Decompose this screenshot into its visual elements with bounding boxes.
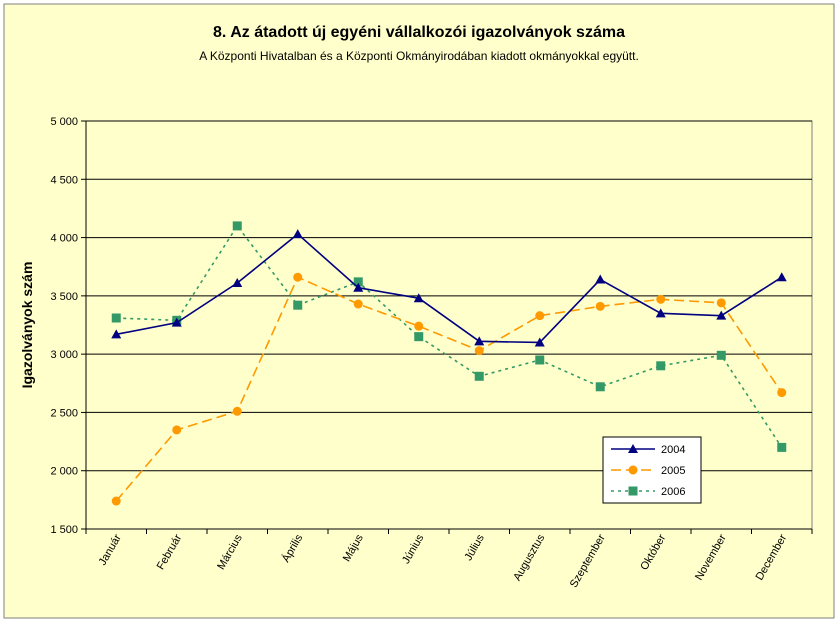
data-point-2006 — [595, 382, 605, 392]
data-point-2004 — [171, 317, 182, 327]
data-point-2006 — [293, 300, 303, 310]
series-line-2006 — [116, 224, 783, 448]
legend-marker — [628, 465, 638, 475]
data-point-2005 — [414, 321, 424, 331]
data-point-2005 — [293, 272, 303, 282]
y-tick-label: 4 000 — [50, 233, 78, 245]
data-point-2006 — [353, 277, 363, 287]
data-point-2006 — [474, 371, 484, 381]
y-axis-label: Igazolványok szám — [19, 262, 35, 389]
legend-label: 2005 — [661, 465, 685, 477]
legend: 2004 2005 2006 — [602, 436, 702, 504]
series-line-2005 — [115, 276, 783, 502]
data-point-2005 — [232, 406, 242, 416]
y-tick-label: 1 500 — [50, 524, 78, 536]
axes — [85, 121, 813, 534]
legend-marker — [628, 486, 638, 496]
data-point-2006 — [777, 442, 787, 452]
data-point-2004 — [534, 337, 545, 347]
series-2004 — [111, 229, 787, 347]
data-point-2006 — [656, 361, 666, 371]
data-point-2004 — [655, 308, 666, 318]
series — [111, 221, 787, 506]
y-tick-label: 2 500 — [50, 407, 78, 419]
data-point-2005 — [111, 496, 121, 506]
data-point-2005 — [535, 311, 545, 321]
legend-item-2004: 2004 — [611, 444, 685, 456]
plot-area — [85, 120, 813, 530]
y-tick-labels: 1 500 2 000 2 500 3 000 3 500 4 000 4 500 5 000 — [50, 116, 78, 536]
data-point-2005 — [716, 298, 726, 308]
y-tick-label: 5 000 — [50, 116, 78, 128]
legend-label: 2006 — [661, 486, 685, 498]
chart-subtitle: A Központi Hivatalban és a Központi Okmá… — [199, 49, 639, 63]
legend-marker — [628, 444, 638, 453]
series-2005 — [111, 272, 787, 506]
data-point-2005 — [777, 388, 787, 398]
series-line-2004 — [116, 233, 783, 344]
data-point-2004 — [292, 229, 303, 239]
y-tick-label: 4 500 — [50, 174, 78, 186]
y-tick-label: 2 000 — [50, 466, 78, 478]
legend-label: 2004 — [661, 444, 685, 456]
data-point-2005 — [172, 425, 182, 435]
data-point-2004 — [111, 329, 122, 339]
data-point-2006 — [535, 355, 545, 365]
data-point-2006 — [716, 350, 726, 360]
y-tick-label: 3 000 — [50, 349, 78, 361]
chart-title: 8. Az átadott új egyéni vállalkozói igaz… — [213, 24, 625, 41]
data-point-2004 — [353, 282, 364, 292]
data-point-2006 — [111, 313, 121, 323]
data-point-2004 — [595, 274, 606, 284]
data-point-2005 — [353, 299, 363, 309]
data-point-2004 — [232, 278, 243, 288]
data-point-2006 — [232, 221, 242, 231]
legend-item-2005: 2005 — [611, 465, 685, 477]
data-point-2005 — [474, 346, 484, 356]
y-tick-label: 3 500 — [50, 291, 78, 303]
data-point-2004 — [716, 310, 727, 320]
data-point-2004 — [474, 336, 485, 346]
data-point-2004 — [413, 293, 424, 303]
data-point-2005 — [656, 294, 666, 304]
legend-item-2006: 2006 — [611, 486, 685, 498]
data-point-2006 — [414, 332, 424, 342]
data-point-2004 — [776, 272, 787, 282]
data-point-2005 — [595, 301, 605, 311]
